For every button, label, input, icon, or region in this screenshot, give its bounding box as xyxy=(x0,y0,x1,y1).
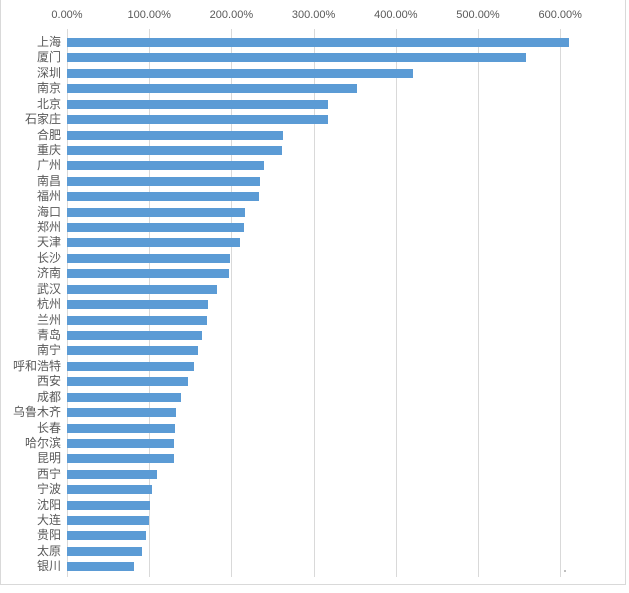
category-label: 太原 xyxy=(36,543,61,558)
bar[interactable] xyxy=(67,346,198,356)
bar[interactable] xyxy=(67,438,175,448)
bar[interactable] xyxy=(67,145,282,155)
category-label: 沈阳 xyxy=(36,497,61,512)
category-label: 长沙 xyxy=(36,250,61,265)
category-label: 济南 xyxy=(36,266,61,281)
bar[interactable] xyxy=(67,516,150,526)
category-label: 武汉 xyxy=(36,281,61,296)
bar[interactable] xyxy=(67,176,260,186)
bar[interactable] xyxy=(67,377,189,387)
bar[interactable] xyxy=(67,284,217,294)
gridline xyxy=(231,29,233,577)
category-label: 乌鲁木齐 xyxy=(12,405,61,420)
gridline xyxy=(478,29,479,577)
bar[interactable] xyxy=(67,38,569,47)
bar[interactable] xyxy=(67,546,143,556)
category-label: 石家庄 xyxy=(24,112,61,127)
category-label: 广州 xyxy=(36,158,61,173)
bar[interactable] xyxy=(67,115,328,125)
bar[interactable] xyxy=(67,269,229,279)
bar[interactable] xyxy=(67,84,357,94)
category-label: 昆明 xyxy=(36,451,61,466)
bar[interactable] xyxy=(67,485,152,495)
bar[interactable] xyxy=(67,130,284,140)
bar[interactable] xyxy=(67,68,413,78)
bar[interactable] xyxy=(67,408,176,418)
bar[interactable] xyxy=(67,223,244,233)
category-label: 西宁 xyxy=(36,466,61,481)
x-axis-tick-label: 0.00% xyxy=(51,9,83,21)
category-label: 长春 xyxy=(36,420,61,435)
bar[interactable] xyxy=(67,392,181,402)
category-label: 南昌 xyxy=(36,173,61,188)
category-label: 哈尔滨 xyxy=(24,435,61,450)
category-label: 宁波 xyxy=(36,482,61,497)
category-label: 上海 xyxy=(36,35,61,49)
category-label: 深圳 xyxy=(36,65,61,80)
bar[interactable] xyxy=(67,454,175,464)
category-label: 北京 xyxy=(36,96,61,111)
category-label: 青岛 xyxy=(36,327,61,342)
bar[interactable] xyxy=(67,423,175,433)
category-label: 杭州 xyxy=(36,297,61,312)
category-label: 郑州 xyxy=(36,220,61,235)
x-axis-tick-label: 200.00% xyxy=(209,9,254,21)
bar[interactable] xyxy=(67,207,246,217)
bar[interactable] xyxy=(67,469,158,479)
bar[interactable] xyxy=(67,361,194,371)
bar[interactable] xyxy=(67,238,240,248)
stray-dot xyxy=(564,570,566,572)
category-label: 厦门 xyxy=(36,50,61,65)
bar[interactable] xyxy=(67,500,150,510)
gridline xyxy=(395,29,397,577)
bar[interactable] xyxy=(67,330,202,340)
category-label: 成都 xyxy=(36,389,61,404)
category-label: 海口 xyxy=(36,204,61,219)
category-label: 兰州 xyxy=(36,312,61,327)
bar[interactable] xyxy=(67,562,135,572)
category-label: 天津 xyxy=(36,235,61,250)
x-axis-tick-label: 500.00% xyxy=(456,9,500,21)
bar[interactable] xyxy=(67,99,328,109)
bar[interactable] xyxy=(67,315,207,325)
category-label: 重庆 xyxy=(36,142,61,157)
x-axis-tick-label: 100.00% xyxy=(127,9,171,21)
bar[interactable] xyxy=(67,253,230,263)
bar[interactable] xyxy=(67,53,526,63)
category-label: 福州 xyxy=(36,189,61,204)
category-label: 合肥 xyxy=(36,127,61,142)
category-label: 大连 xyxy=(36,513,61,528)
category-label: 呼和浩特 xyxy=(12,358,61,373)
category-label: 贵阳 xyxy=(36,528,61,543)
gridline xyxy=(313,29,315,577)
bar[interactable] xyxy=(67,161,265,171)
category-label: 南京 xyxy=(36,81,61,96)
bar[interactable] xyxy=(67,192,259,202)
gridline xyxy=(560,29,562,577)
bar[interactable] xyxy=(67,531,146,541)
bar[interactable] xyxy=(67,300,209,310)
category-label: 银川 xyxy=(36,559,61,574)
category-label: 西安 xyxy=(36,374,61,389)
category-label: 南宁 xyxy=(36,343,61,358)
x-axis-tick-label: 400.00% xyxy=(374,9,418,21)
x-axis-tick-label: 300.00% xyxy=(291,9,336,21)
x-axis-tick-label: 600.00% xyxy=(538,9,582,21)
